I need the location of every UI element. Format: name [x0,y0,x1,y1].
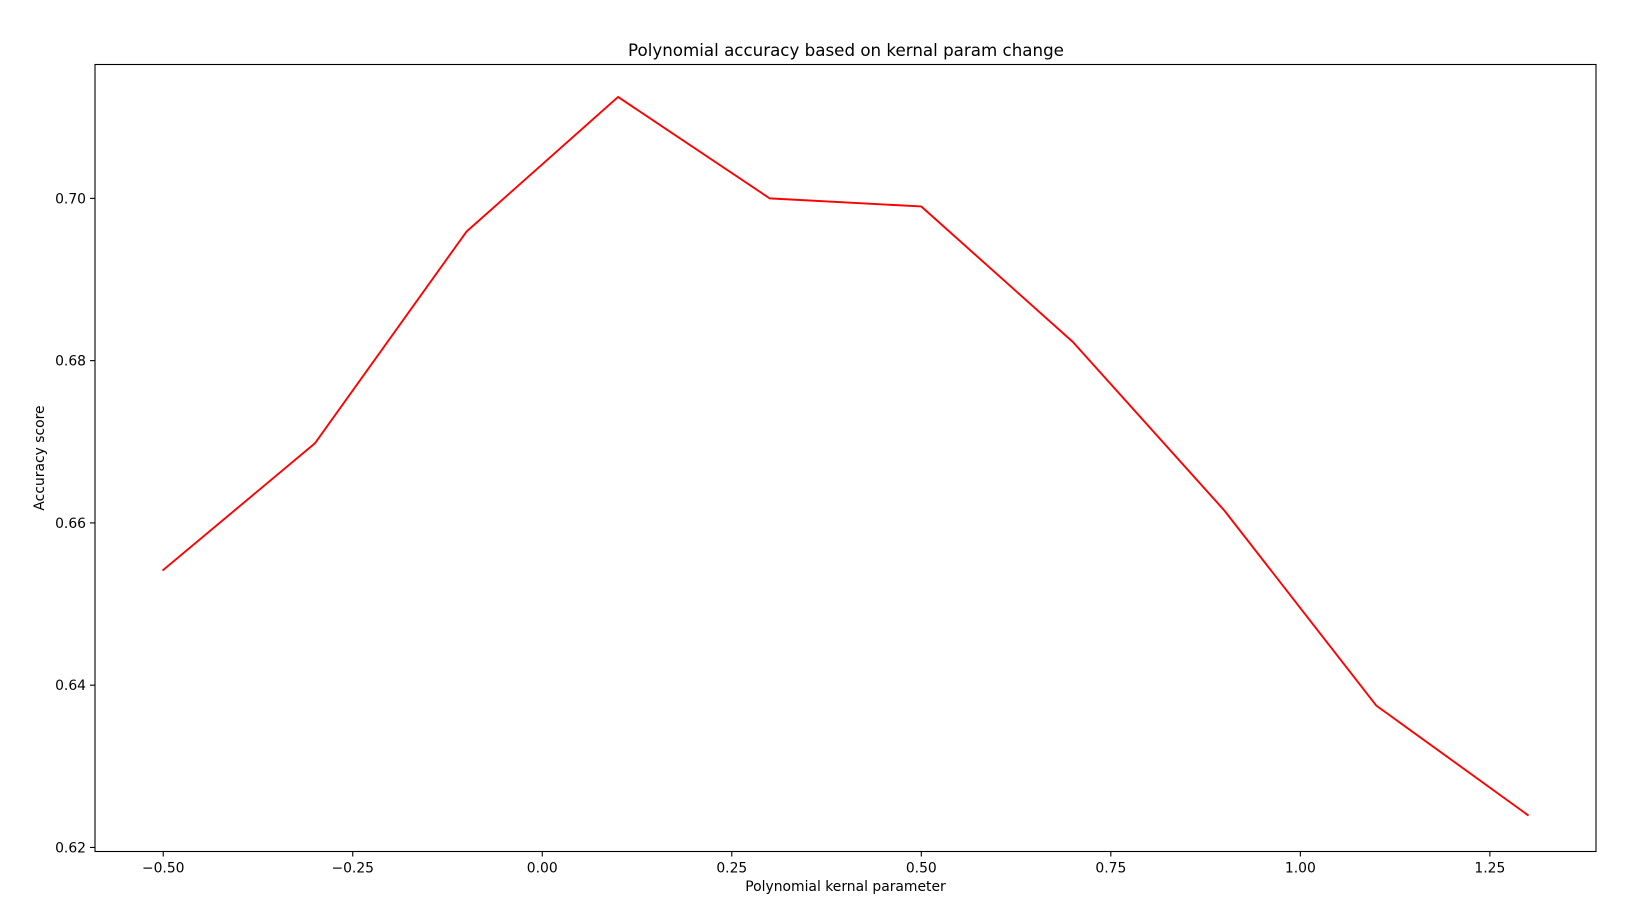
series-line-0 [161,95,1530,817]
x-tick-label: 0.25 [716,861,747,877]
y-tick-label: 0.66 [55,516,86,532]
x-axis-ticks: −0.50 −0.25 0.00 0.25 0.50 0.75 1.00 1.25 [142,851,1505,877]
plot-frame [94,63,1597,853]
x-tick-label: 1.00 [1285,861,1316,877]
y-axis-label: Accuracy score [32,405,48,510]
x-tick-label: 0.00 [527,861,558,877]
y-tick-label: 0.64 [55,678,86,694]
x-tick-label: −0.50 [142,861,185,877]
y-tick-label: 0.68 [55,354,86,370]
x-tick-label: 1.25 [1474,861,1505,877]
x-tick-label: −0.25 [331,861,374,877]
y-tick-label: 0.70 [55,191,86,207]
x-tick-label: 0.75 [1095,861,1126,877]
y-axis-ticks: 0.62 0.64 0.66 0.68 0.70 [55,191,95,856]
x-tick-label: 0.50 [906,861,937,877]
y-tick-label: 0.62 [55,840,86,856]
series-layer [161,95,1530,817]
chart-title: Polynomial accuracy based on kernal para… [628,40,1064,60]
x-axis-label: Polynomial kernal parameter [745,879,946,895]
